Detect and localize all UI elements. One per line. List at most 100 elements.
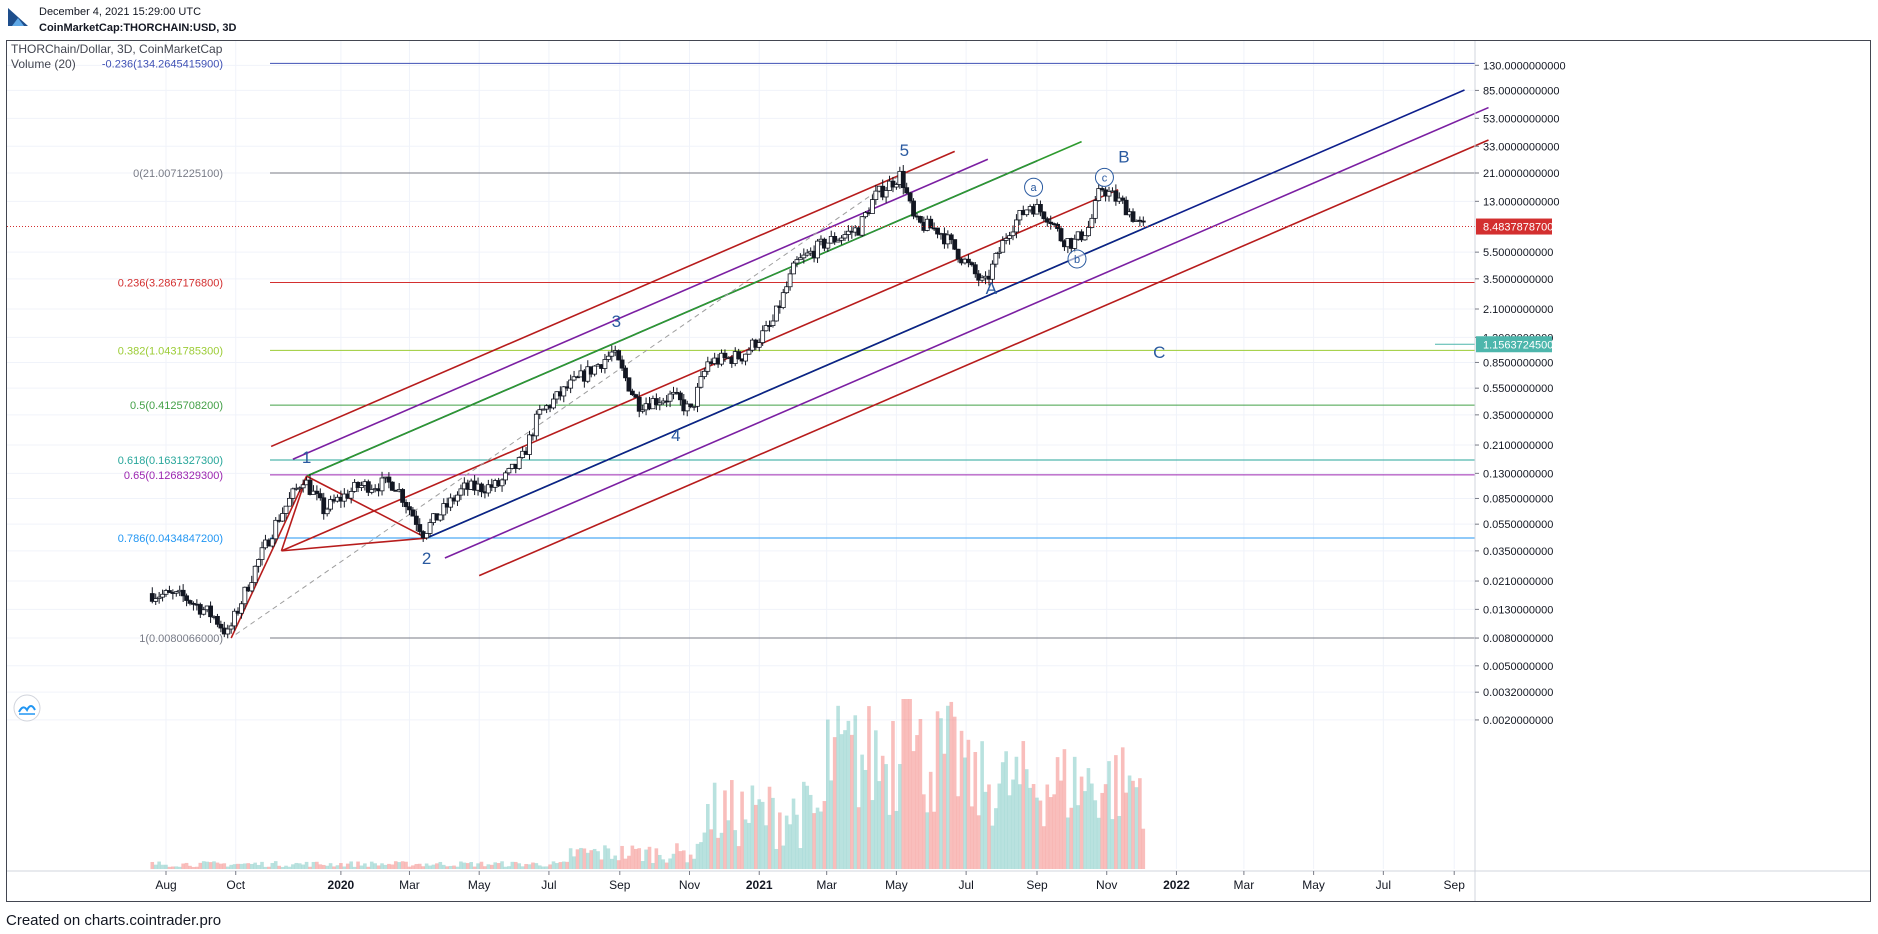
candle-body [1092,200,1098,219]
time-tick-label: May [1302,878,1325,892]
time-tick-label: Mar [399,878,420,892]
volume-bar [843,730,847,869]
candle-body [626,377,632,392]
volume-bar [867,706,871,869]
volume-bar [195,866,199,869]
volume-bar [1014,756,1019,869]
candle-body [540,408,546,411]
marker-price-label: 1.1563724500 [1483,339,1553,351]
candle-body [259,547,265,560]
volume-bar [743,819,748,869]
volume-bar [263,866,268,869]
volume-bar [421,866,425,869]
volume-bar [1069,807,1074,869]
wave-label: A [986,279,998,298]
candle-body [208,605,213,618]
fib-level-label: -0.236(134.2645415900) [102,58,223,70]
price-tick-label: 0.3500000000 [1483,410,1553,422]
volume-bar [898,764,902,869]
tradingview-logo-icon[interactable] [13,694,41,722]
volume-bar [335,865,340,869]
volume-bar [414,863,419,869]
candle-body [633,394,639,398]
volume-bar [575,849,580,869]
volume-bar [832,737,837,869]
volume-bar [815,807,820,869]
volume-bar [1000,762,1005,869]
candle-body [743,353,748,362]
volume-bar [675,843,679,869]
volume-bar [750,785,755,869]
candle-body [1113,190,1119,202]
volume-bar [253,862,257,869]
candle-body [773,305,779,322]
volume-bar [551,861,556,869]
candle-body [797,257,803,261]
volume-bar [918,718,923,869]
price-tick-label: 0.0032000000 [1483,687,1553,699]
volume-bar [366,866,371,869]
pitchfork[interactable] [230,89,1489,639]
candle-body [616,350,622,361]
volume-bar [1090,783,1094,869]
volume-bar [942,753,947,869]
volume-bar [970,806,974,869]
volume-bar [393,861,398,869]
cointrader-logo-icon [8,8,28,26]
volume-bar [589,850,594,869]
candle-body [365,481,371,493]
volume-bar [1007,795,1012,869]
candle-body [379,477,385,492]
volume-bar [548,864,552,869]
volume-bar [939,718,943,869]
volume-bar [699,842,703,869]
candle-body [355,481,361,488]
price-tick-label: 21.0000000000 [1483,168,1559,180]
volume-bar [668,858,672,869]
candle-body [701,370,707,378]
volume-bar [774,848,779,869]
sub-wave-label: b [1074,254,1080,266]
time-tick-label: Jul [541,878,556,892]
candle-body [1007,235,1012,239]
volume-bar [479,861,484,869]
candle-body [413,515,419,525]
volume-bar [153,864,158,869]
candle-body [1099,188,1105,191]
candle-body [1130,211,1136,222]
chart-area[interactable]: -0.236(134.2645415900) 0(21.0071225100) 0.… [6,40,1871,902]
volume-bar [620,845,624,869]
volume-bar [733,830,738,869]
volume-bar [407,866,412,869]
elliott-waves[interactable]: 1 2 3 4 5 A B Ca b c [302,141,1166,568]
volume-bar [983,791,988,869]
time-tick-label: Aug [155,878,176,892]
candle-body [283,505,289,514]
candle-body [458,488,464,496]
volume-bar [328,863,333,869]
volume-bar [496,863,501,869]
volume-bar [633,848,638,869]
candle-body [506,468,512,474]
candle-body [993,253,999,265]
volume-bar [1083,791,1087,869]
volume-bar [579,847,583,869]
volume-bar [167,866,172,869]
volume-bar [1124,792,1128,869]
candle-body [845,230,851,235]
candle-body [252,565,258,583]
price-tick-label: 0.0550000000 [1483,519,1553,531]
volume-bar [1134,787,1139,869]
candle-body [571,376,577,381]
volume-bar [956,796,960,869]
volume-bar [1045,784,1050,869]
price-chart[interactable]: -0.236(134.2645415900) 0(21.0071225100) 0.… [7,41,1870,901]
volume-bar [1114,755,1118,869]
volume-bar [181,863,185,869]
volume-bar [1031,784,1036,869]
candle-body [911,200,916,217]
volume-bar [839,734,844,869]
fib-retracement[interactable]: -0.236(134.2645415900) 0(21.0071225100) 0.… [102,58,1475,645]
candle-body [605,355,611,360]
candle-body [969,262,975,266]
